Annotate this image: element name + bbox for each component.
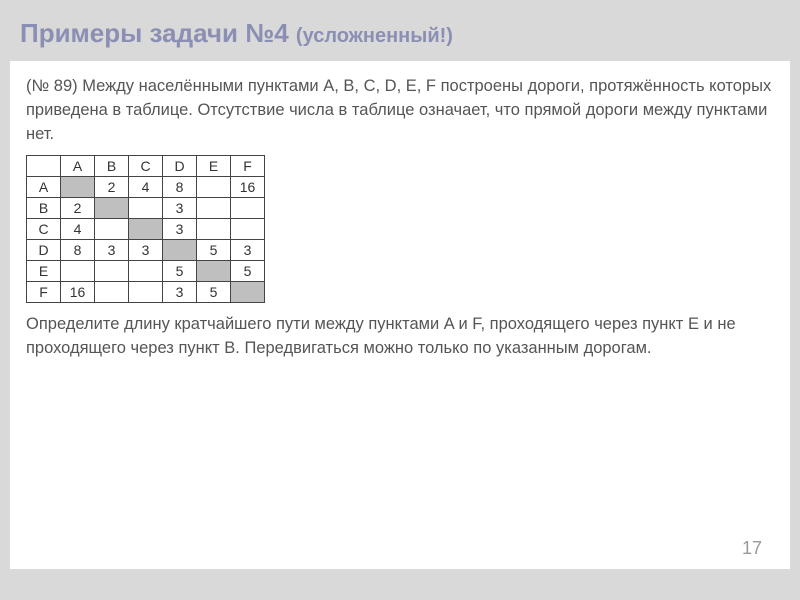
table-cell: 4 [129, 176, 163, 197]
table-cell: 3 [129, 239, 163, 260]
table-row-header: D [27, 239, 61, 260]
table-cell: 3 [163, 218, 197, 239]
table-cell [95, 260, 129, 281]
table-col-header: B [95, 155, 129, 176]
table-cell [129, 281, 163, 302]
roads-table: ABCDEFA24816B23C43D83353E55F1635 [26, 155, 265, 303]
table-cell-blank [61, 176, 95, 197]
title-note: (усложненный!) [296, 25, 453, 47]
table-cell-blank [163, 239, 197, 260]
problem-question: Определите длину кратчайшего пути между … [26, 313, 774, 361]
table-cell: 16 [231, 176, 265, 197]
table-cell [197, 218, 231, 239]
table-col-header: F [231, 155, 265, 176]
table-cell: 5 [197, 281, 231, 302]
table-col-header: E [197, 155, 231, 176]
table-cell: 5 [197, 239, 231, 260]
table-cell: 5 [231, 260, 265, 281]
content-box: (№ 89) Между населёнными пунктами A, B, … [10, 61, 790, 569]
table-cell: 16 [61, 281, 95, 302]
table-cell: 3 [163, 197, 197, 218]
table-cell [129, 197, 163, 218]
table-cell-blank [231, 281, 265, 302]
table-cell: 5 [163, 260, 197, 281]
table-cell: 2 [61, 197, 95, 218]
table-cell: 8 [163, 176, 197, 197]
slide-title: Примеры задачи №4 (усложненный!) [0, 0, 800, 61]
table-cell-blank [95, 197, 129, 218]
table-cell [129, 260, 163, 281]
table-corner [27, 155, 61, 176]
table-cell [231, 197, 265, 218]
table-col-header: A [61, 155, 95, 176]
title-main: Примеры задачи №4 [20, 18, 289, 48]
problem-intro: (№ 89) Между населёнными пунктами A, B, … [26, 75, 774, 147]
table-row-header: B [27, 197, 61, 218]
table-row-header: E [27, 260, 61, 281]
table-cell: 4 [61, 218, 95, 239]
table-cell: 3 [231, 239, 265, 260]
table-cell [197, 197, 231, 218]
table-row-header: C [27, 218, 61, 239]
table-row-header: F [27, 281, 61, 302]
table-cell-blank [197, 260, 231, 281]
table-cell: 8 [61, 239, 95, 260]
table-cell: 3 [163, 281, 197, 302]
table-cell [95, 281, 129, 302]
table-col-header: C [129, 155, 163, 176]
table-cell [231, 218, 265, 239]
page-number: 17 [742, 538, 762, 559]
table-cell [61, 260, 95, 281]
table-cell [95, 218, 129, 239]
table-row-header: A [27, 176, 61, 197]
table-cell: 2 [95, 176, 129, 197]
table-cell-blank [129, 218, 163, 239]
table-cell: 3 [95, 239, 129, 260]
table-col-header: D [163, 155, 197, 176]
table-cell [197, 176, 231, 197]
